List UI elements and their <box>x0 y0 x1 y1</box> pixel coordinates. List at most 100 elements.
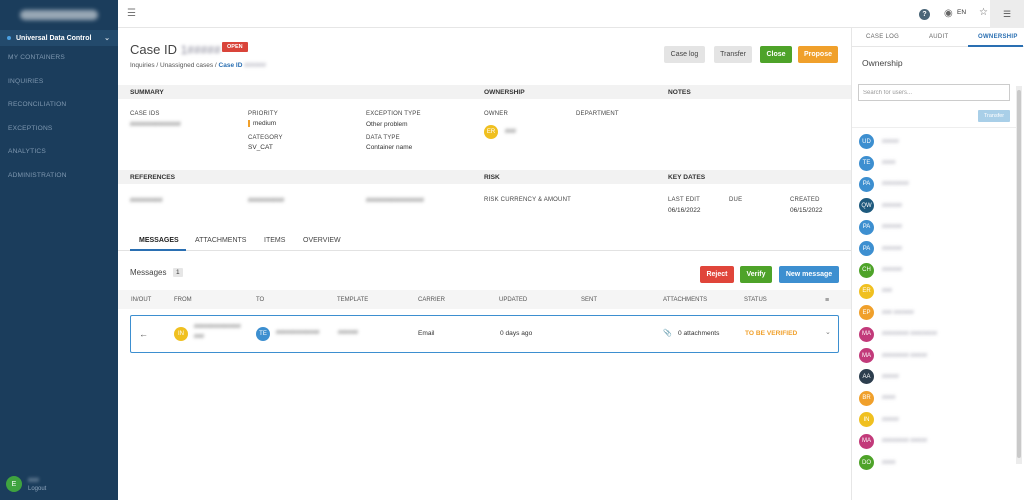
owner-label: OWNER <box>484 111 508 117</box>
list-item[interactable]: QW ###### <box>859 195 1009 216</box>
tab-ownership[interactable]: OWNERSHIP <box>978 34 1018 40</box>
hamburger-menu-icon[interactable]: ☰ <box>127 8 136 19</box>
breadcrumb-inquiries[interactable]: Inquiries <box>130 62 155 69</box>
list-item[interactable]: IN ##### <box>859 409 1009 430</box>
list-item[interactable]: PA ###### <box>859 217 1009 238</box>
propose-button[interactable]: Propose <box>798 46 838 63</box>
priority-value: medium <box>248 120 276 127</box>
scrollbar[interactable] <box>1016 86 1022 464</box>
avatar: UD <box>859 134 874 150</box>
reject-button[interactable]: Reject <box>700 266 734 283</box>
tab-items[interactable]: ITEMS <box>264 237 286 244</box>
col-attachments[interactable]: ATTACHMENTS <box>663 297 708 303</box>
sidebar-item-my-containers[interactable]: MY CONTAINERS <box>8 54 65 62</box>
list-item[interactable]: AA ##### <box>859 366 1009 387</box>
list-item[interactable]: TE #### <box>859 152 1009 173</box>
user-name: ###### <box>882 202 903 209</box>
page-title: Case ID 1##### <box>130 42 221 57</box>
list-item[interactable]: MA ######## ######## <box>859 324 1009 345</box>
col-template[interactable]: TEMPLATE <box>337 297 369 303</box>
language-selector[interactable]: EN <box>957 9 967 16</box>
search-users-input[interactable] <box>858 84 1010 101</box>
avatar: EP <box>859 305 874 321</box>
sidebar-item-exceptions[interactable]: EXCEPTIONS <box>8 124 53 132</box>
transfer-button[interactable]: Transfer <box>714 46 752 63</box>
col-updated[interactable]: UPDATED <box>499 297 528 303</box>
panel-transfer-button[interactable]: Transfer <box>978 110 1010 122</box>
last-edit-value: 06/16/2022 <box>668 207 701 214</box>
breadcrumb-unassigned[interactable]: Unassigned cases <box>160 62 214 69</box>
list-item[interactable]: ER ### <box>859 281 1009 302</box>
list-item[interactable]: PA ######## <box>859 174 1009 195</box>
col-sent[interactable]: SENT <box>581 297 598 303</box>
col-carrier[interactable]: CARRIER <box>418 297 446 303</box>
star-icon[interactable]: ☆ <box>979 7 988 18</box>
case-ids-value: ############## <box>130 121 181 128</box>
breadcrumb-current: Case ID <box>218 62 243 69</box>
exception-type-label: EXCEPTION TYPE <box>366 111 421 117</box>
paperclip-icon: 📎 <box>663 330 672 337</box>
list-item[interactable]: EP ### ###### <box>859 302 1009 323</box>
updated-value: 0 days ago <box>500 330 533 337</box>
sidebar-item-analytics[interactable]: ANALYTICS <box>8 148 46 156</box>
tab-audit[interactable]: AUDIT <box>929 34 949 40</box>
sidebar-item-reconciliation[interactable]: RECONCILIATION <box>8 101 67 109</box>
tab-messages[interactable]: MESSAGES <box>139 237 179 244</box>
sidebar-item-inquiries[interactable]: INQUIRIES <box>8 77 44 85</box>
list-item[interactable]: DO #### <box>859 452 1009 473</box>
owner-name: ### <box>505 128 516 135</box>
to-avatar: TE <box>256 327 270 341</box>
status-badge: OPEN <box>222 42 248 52</box>
category-label: CATEGORY <box>248 135 283 141</box>
list-item[interactable]: MA ######## ##### <box>859 345 1009 366</box>
from-avatar: IN <box>174 327 188 341</box>
user-menu[interactable]: E ### Logout <box>6 476 46 492</box>
list-item[interactable]: BR #### <box>859 388 1009 409</box>
reference-1: ######### <box>130 197 163 204</box>
col-status[interactable]: STATUS <box>744 297 767 303</box>
breadcrumb-id: ###### <box>244 62 266 69</box>
avatar: MA <box>859 326 874 342</box>
key-dates-header: KEY DATES <box>656 170 851 184</box>
avatar: DO <box>859 455 874 471</box>
tab-overview[interactable]: OVERVIEW <box>303 237 341 244</box>
close-button[interactable]: Close <box>760 46 792 63</box>
col-from[interactable]: FROM <box>174 297 192 303</box>
col-to[interactable]: TO <box>256 297 265 303</box>
messages-label: Messages <box>130 268 167 277</box>
from-address: ############## <box>194 324 241 330</box>
user-name: ##### <box>882 416 899 423</box>
verify-button[interactable]: Verify <box>740 266 772 283</box>
list-item[interactable]: MA ######## ##### <box>859 430 1009 451</box>
globe-icon[interactable]: ◉ <box>944 8 953 19</box>
avatar: CH <box>859 262 874 278</box>
tab-case-log[interactable]: CASE LOG <box>866 34 900 40</box>
col-in-out[interactable]: IN/OUT <box>131 297 152 303</box>
sidebar-item-universal-data-control[interactable]: Universal Data Control ⌄ <box>0 30 118 46</box>
summary-header: SUMMARY <box>118 85 472 99</box>
references-header: REFERENCES <box>118 170 472 184</box>
table-row[interactable]: ← IN ############## ### TE #############… <box>130 315 839 353</box>
list-item[interactable]: UD ##### <box>859 131 1009 152</box>
sidebar-item-administration[interactable]: ADMINISTRATION <box>8 171 67 179</box>
column-settings-icon[interactable]: ≡ <box>825 297 830 304</box>
sidebar: Universal Data Control ⌄ MY CONTAINERS I… <box>0 0 118 500</box>
messages-count: 1 <box>173 268 183 277</box>
help-icon[interactable]: ? <box>919 9 930 20</box>
case-log-button[interactable]: Case log <box>664 46 705 63</box>
list-item[interactable]: CH ###### <box>859 259 1009 280</box>
list-item[interactable]: PA ###### <box>859 238 1009 259</box>
tab-divider <box>852 46 1024 47</box>
main-content: Case ID 1##### OPEN Inquiries / Unassign… <box>118 28 851 500</box>
logout-link[interactable]: Logout <box>28 485 47 492</box>
tab-attachments[interactable]: ATTACHMENTS <box>195 237 247 244</box>
app-logo[interactable] <box>0 0 118 30</box>
chevron-down-icon[interactable]: ⌄ <box>825 329 831 336</box>
data-type-label: DATA TYPE <box>366 135 400 141</box>
list-icon[interactable]: ☰ <box>990 0 1024 28</box>
template-value: ###### <box>338 330 359 336</box>
new-message-button[interactable]: New message <box>779 266 839 283</box>
avatar: E <box>6 476 22 492</box>
data-type-value: Container name <box>366 144 413 151</box>
last-edit-label: LAST EDIT <box>668 197 701 203</box>
